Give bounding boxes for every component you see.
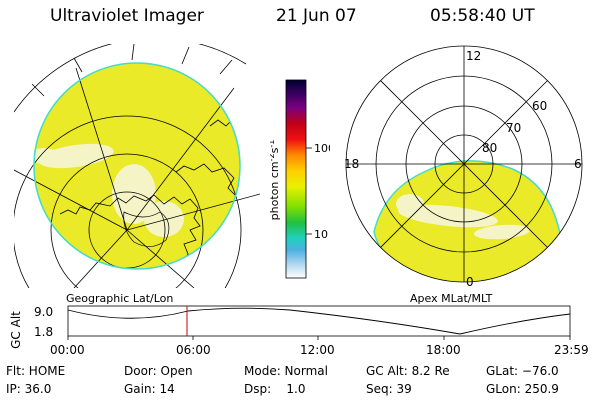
mlt-6-label: 6 bbox=[574, 157, 582, 171]
geographic-latitude: GLat: −76.0 bbox=[486, 364, 559, 378]
timeline-ytick-min: 1.8 bbox=[34, 325, 53, 339]
timeline-xtick: 06:00 bbox=[176, 343, 211, 357]
timeline-xtick: 00:00 bbox=[50, 343, 85, 357]
flight-status: Flt: HOME bbox=[6, 364, 66, 378]
door-status: Door: Open bbox=[124, 364, 193, 378]
colorbar-tick-100: 100 bbox=[314, 142, 330, 155]
sequence-number: Seq: 39 bbox=[366, 382, 412, 396]
mlt-18-label: 18 bbox=[344, 157, 359, 171]
colorbar-tick-10: 10 bbox=[314, 228, 328, 241]
mlat-80-label: 80 bbox=[482, 141, 497, 155]
apex-caption: Apex MLat/MLT bbox=[410, 292, 493, 305]
geographic-caption: Geographic Lat/Lon bbox=[66, 292, 173, 305]
image-date: 21 Jun 07 bbox=[276, 6, 357, 26]
auroral-patch bbox=[112, 164, 156, 224]
timeline-xtick: 18:00 bbox=[426, 343, 461, 357]
image-time: 05:58:40 UT bbox=[430, 6, 535, 26]
altitude-timeline: Geographic Lat/Lon Apex MLat/MLT GC Alt … bbox=[9, 292, 589, 357]
meridians bbox=[14, 67, 260, 288]
geographic-map bbox=[14, 44, 260, 288]
instrument-title: Ultraviolet Imager bbox=[50, 6, 204, 26]
dsp-value: Dsp: 1.0 bbox=[244, 382, 306, 396]
ip-value: IP: 36.0 bbox=[6, 382, 52, 396]
globe-limb bbox=[14, 44, 247, 113]
timeline-xtick: 12:00 bbox=[300, 343, 335, 357]
altitude-curve bbox=[67, 307, 571, 335]
gc-altitude: GC Alt: 8.2 Re bbox=[366, 364, 450, 378]
colorbar: 100 10 photon cm-2s-1 bbox=[270, 79, 330, 279]
mode-status: Mode: Normal bbox=[244, 364, 328, 378]
geographic-longitude: GLon: 250.9 bbox=[486, 382, 559, 396]
timeline-axis-label: GC Alt bbox=[9, 311, 23, 349]
colorbar-unit-label: photon cm-2s-1 bbox=[270, 140, 281, 221]
mlt-spokes bbox=[346, 46, 582, 282]
timeline-ytick-max: 9.0 bbox=[34, 305, 53, 319]
mlat-70-label: 70 bbox=[506, 121, 521, 135]
gain-value: Gain: 14 bbox=[124, 382, 175, 396]
apex-map: 12 18 6 0 60 70 80 bbox=[344, 45, 583, 288]
mlat-60-label: 60 bbox=[532, 99, 547, 113]
timeline-xtick: 23:59 bbox=[554, 343, 589, 357]
mlt-0-label: 0 bbox=[466, 275, 474, 288]
timeline-frame bbox=[67, 305, 571, 337]
mlt-12-label: 12 bbox=[466, 49, 481, 63]
